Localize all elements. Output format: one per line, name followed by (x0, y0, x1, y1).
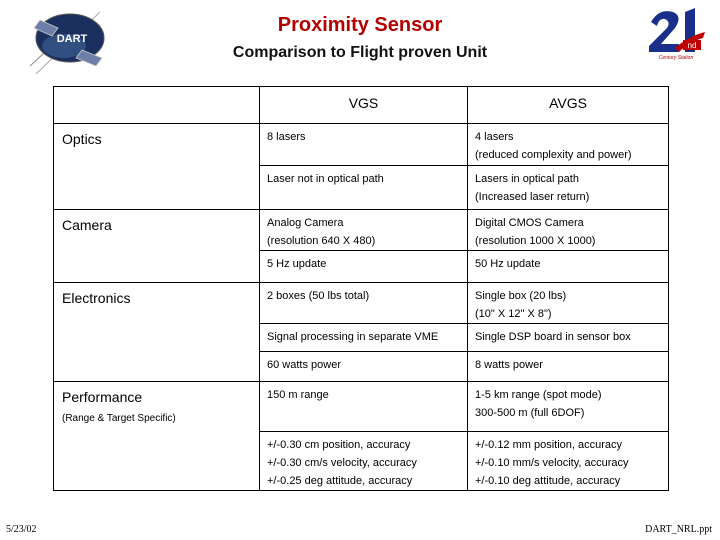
avgs-cell: 50 Hz update (467, 250, 669, 283)
page-subtitle: Comparison to Flight proven Unit (232, 44, 488, 61)
dart-logo: DART (22, 6, 122, 76)
category-electronics: Electronics (53, 282, 260, 382)
table-row: 60 watts power 8 watts power (54, 351, 669, 382)
avgs-cell: +/-0.12 mm position, accuracy +/-0.10 mm/… (467, 431, 669, 491)
table-row: 5 Hz update 50 Hz update (54, 250, 669, 283)
vgs-cell: Laser not in optical path (259, 165, 468, 210)
avgs-cell: Single box (20 lbs) (10" X 12" X 8") (467, 282, 669, 324)
svg-text:nd: nd (688, 41, 697, 50)
category-performance: Performance (Range & Target Specific) (53, 381, 260, 491)
avgs-cell: 1-5 km range (spot mode) 300-500 m (full … (467, 381, 669, 432)
vgs-cell: 5 Hz update (259, 250, 468, 283)
category-performance-note: (Range & Target Specific) (62, 413, 176, 424)
table-row: +/-0.30 cm position, accuracy +/-0.30 cm/… (54, 431, 669, 491)
header-cell-blank (53, 86, 260, 124)
vgs-cell: 2 boxes (50 lbs total) (259, 282, 468, 324)
table-row: Signal processing in separate VME Single… (54, 323, 669, 352)
footer-filename: DART_NRL.ppt (645, 524, 712, 535)
vgs-cell: 150 m range (259, 381, 468, 432)
category-camera: Camera (53, 209, 260, 283)
category-optics: Optics (53, 123, 260, 210)
avgs-cell: Digital CMOS Camera (resolution 1000 X 10… (467, 209, 669, 251)
footer-date: 5/23/02 (6, 524, 37, 535)
century-logo-caption: Century Station (658, 55, 694, 61)
header-cell-vgs: VGS (259, 86, 468, 124)
vgs-cell: 60 watts power (259, 351, 468, 382)
vgs-cell: +/-0.30 cm position, accuracy +/-0.30 cm/… (259, 431, 468, 491)
table-row: Electronics 2 boxes (50 lbs total) Singl… (53, 282, 669, 382)
header-cell-avgs: AVGS (467, 86, 669, 124)
vgs-cell: 8 lasers (259, 123, 468, 166)
table-header-row: VGS AVGS (53, 86, 669, 124)
avgs-cell: Single DSP board in sensor box (467, 323, 669, 352)
vgs-cell: Analog Camera (resolution 640 X 480) (259, 209, 468, 251)
avgs-cell: 8 watts power (467, 351, 669, 382)
century-logo: nd Century Station (645, 6, 707, 66)
table-row: Performance (Range & Target Specific) 15… (53, 381, 669, 491)
table-row: Optics 8 lasers 4 lasers (reduced complex… (53, 123, 669, 210)
comparison-table: VGS AVGS Optics 8 lasers 4 lasers (reduce… (53, 86, 669, 491)
avgs-cell: 4 lasers (reduced complexity and power) (467, 123, 669, 166)
svg-text:DART: DART (57, 33, 88, 45)
avgs-cell: Lasers in optical path (Increased laser r… (467, 165, 669, 210)
category-performance-label: Performance (62, 389, 143, 405)
page-title: Proximity Sensor (277, 14, 443, 36)
vgs-cell: Signal processing in separate VME (259, 323, 468, 352)
table-row: Camera Analog Camera (resolution 640 X 48… (53, 209, 669, 283)
